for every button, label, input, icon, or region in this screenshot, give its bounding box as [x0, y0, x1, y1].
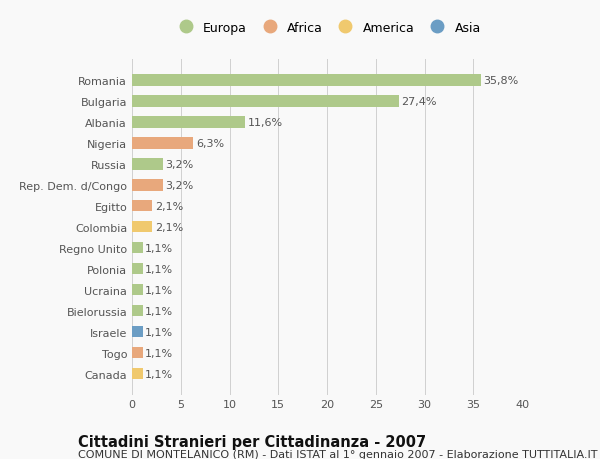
Bar [132, 201, 152, 212]
Text: 1,1%: 1,1% [145, 306, 173, 316]
Text: 1,1%: 1,1% [145, 264, 173, 274]
Bar [132, 347, 143, 358]
Bar [132, 179, 163, 191]
Bar [132, 305, 143, 317]
Text: 35,8%: 35,8% [484, 76, 519, 86]
Bar [132, 368, 143, 380]
Bar [132, 242, 143, 254]
Bar [132, 221, 152, 233]
Bar [132, 159, 163, 170]
Text: 3,2%: 3,2% [166, 159, 194, 169]
Bar [132, 75, 481, 86]
Text: 3,2%: 3,2% [166, 180, 194, 190]
Text: 1,1%: 1,1% [145, 348, 173, 358]
Legend: Europa, Africa, America, Asia: Europa, Africa, America, Asia [170, 19, 484, 37]
Text: 6,3%: 6,3% [196, 139, 224, 148]
Text: 11,6%: 11,6% [248, 118, 283, 128]
Bar [132, 96, 399, 107]
Bar [132, 117, 245, 128]
Text: Cittadini Stranieri per Cittadinanza - 2007: Cittadini Stranieri per Cittadinanza - 2… [78, 434, 426, 449]
Text: COMUNE DI MONTELANICO (RM) - Dati ISTAT al 1° gennaio 2007 - Elaborazione TUTTIT: COMUNE DI MONTELANICO (RM) - Dati ISTAT … [78, 449, 598, 459]
Text: 2,1%: 2,1% [155, 202, 183, 211]
Bar [132, 326, 143, 338]
Bar [132, 284, 143, 296]
Bar [132, 263, 143, 275]
Text: 27,4%: 27,4% [401, 96, 437, 106]
Text: 1,1%: 1,1% [145, 285, 173, 295]
Text: 1,1%: 1,1% [145, 327, 173, 337]
Bar [132, 138, 193, 149]
Text: 2,1%: 2,1% [155, 222, 183, 232]
Text: 1,1%: 1,1% [145, 243, 173, 253]
Text: 1,1%: 1,1% [145, 369, 173, 379]
